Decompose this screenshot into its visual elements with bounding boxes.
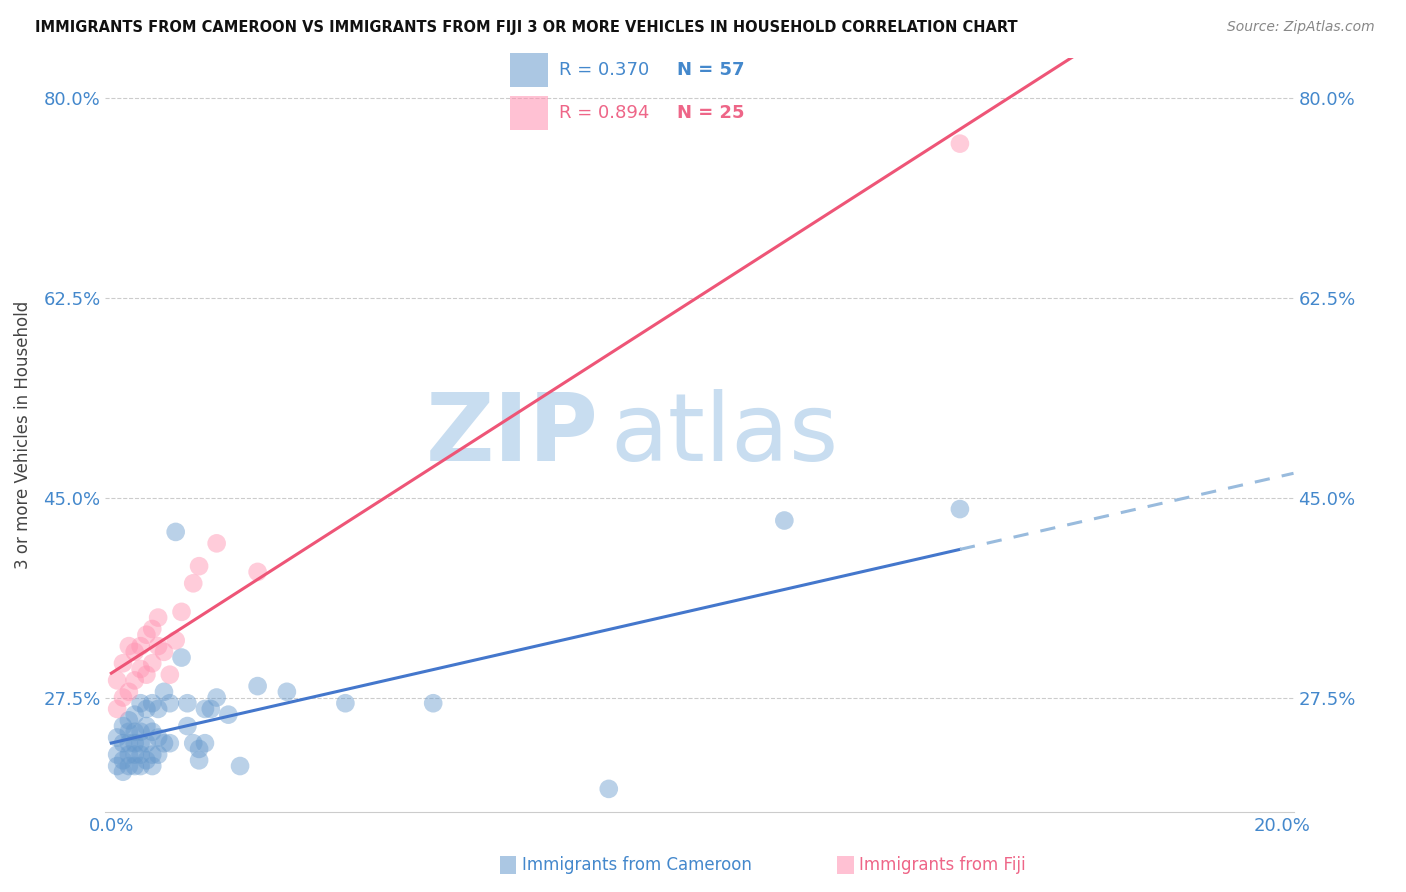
Point — [118, 759, 141, 773]
Point — [135, 702, 157, 716]
Point — [181, 736, 204, 750]
Point — [205, 536, 228, 550]
Point — [105, 673, 128, 688]
Point — [422, 696, 444, 710]
Point — [159, 736, 181, 750]
Point — [141, 657, 163, 671]
Point — [124, 759, 146, 773]
Text: ZIP: ZIP — [426, 389, 599, 481]
Point — [111, 719, 134, 733]
Bar — [510, 96, 548, 130]
Point — [146, 702, 169, 716]
Point — [141, 759, 163, 773]
Point — [146, 639, 169, 653]
Point — [153, 736, 176, 750]
Text: N = 25: N = 25 — [678, 104, 745, 122]
Point — [135, 753, 157, 767]
Point — [153, 645, 176, 659]
Point — [276, 685, 298, 699]
Point — [118, 736, 141, 750]
Point — [200, 702, 222, 716]
Point — [146, 731, 169, 745]
Point — [111, 753, 134, 767]
Point — [105, 759, 128, 773]
Y-axis label: 3 or more Vehicles in Household: 3 or more Vehicles in Household — [14, 301, 32, 569]
Point — [129, 736, 152, 750]
Point — [124, 747, 146, 762]
Point — [229, 759, 252, 773]
Point — [159, 696, 181, 710]
Point — [118, 714, 141, 728]
Bar — [838, 856, 853, 874]
Point — [135, 628, 157, 642]
Bar — [510, 53, 548, 87]
Point — [188, 753, 211, 767]
Point — [170, 650, 193, 665]
Point — [949, 136, 972, 151]
Point — [335, 696, 357, 710]
Point — [194, 736, 217, 750]
Point — [129, 639, 152, 653]
Point — [111, 736, 134, 750]
Point — [135, 719, 157, 733]
Point — [111, 657, 134, 671]
Point — [188, 559, 211, 574]
Text: Source: ZipAtlas.com: Source: ZipAtlas.com — [1227, 20, 1375, 34]
Text: Immigrants from Cameroon: Immigrants from Cameroon — [522, 856, 751, 874]
Point — [141, 696, 163, 710]
Text: R = 0.894: R = 0.894 — [560, 104, 650, 122]
Text: atlas: atlas — [610, 389, 838, 481]
Text: IMMIGRANTS FROM CAMEROON VS IMMIGRANTS FROM FIJI 3 OR MORE VEHICLES IN HOUSEHOLD: IMMIGRANTS FROM CAMEROON VS IMMIGRANTS F… — [35, 20, 1018, 35]
Point — [188, 742, 211, 756]
Point — [135, 736, 157, 750]
Point — [118, 685, 141, 699]
Point — [146, 610, 169, 624]
Text: R = 0.370: R = 0.370 — [560, 61, 650, 78]
Point — [176, 719, 198, 733]
Point — [170, 605, 193, 619]
Point — [146, 747, 169, 762]
Point — [217, 707, 239, 722]
Point — [141, 747, 163, 762]
Point — [246, 565, 269, 579]
Point — [205, 690, 228, 705]
Point — [118, 724, 141, 739]
Point — [105, 731, 128, 745]
Point — [159, 667, 181, 681]
Point — [181, 576, 204, 591]
Point — [111, 764, 134, 779]
Point — [165, 633, 187, 648]
Point — [141, 724, 163, 739]
Point — [124, 736, 146, 750]
Point — [129, 724, 152, 739]
Point — [129, 696, 152, 710]
Point — [118, 639, 141, 653]
Point — [194, 702, 217, 716]
Point — [124, 645, 146, 659]
Point — [135, 667, 157, 681]
Point — [124, 673, 146, 688]
Text: Immigrants from Fiji: Immigrants from Fiji — [859, 856, 1026, 874]
Point — [153, 685, 176, 699]
Point — [141, 622, 163, 636]
Point — [129, 759, 152, 773]
Point — [129, 662, 152, 676]
Point — [246, 679, 269, 693]
Point — [105, 747, 128, 762]
Point — [598, 781, 620, 796]
Point — [773, 514, 796, 528]
Point — [111, 690, 134, 705]
Point — [124, 724, 146, 739]
Point — [118, 747, 141, 762]
Point — [176, 696, 198, 710]
Point — [165, 524, 187, 539]
Bar — [501, 856, 516, 874]
Point — [105, 702, 128, 716]
Point — [129, 747, 152, 762]
Point — [949, 502, 972, 516]
Text: N = 57: N = 57 — [678, 61, 745, 78]
Point — [124, 707, 146, 722]
